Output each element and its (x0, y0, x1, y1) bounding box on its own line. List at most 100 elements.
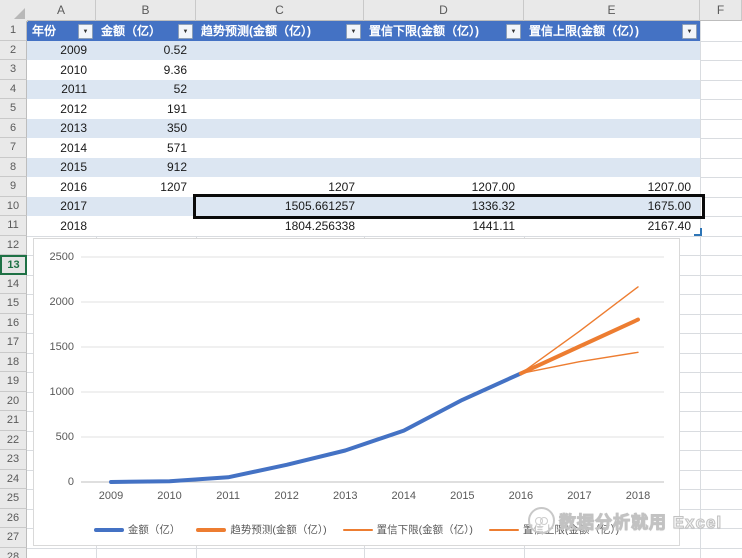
row-header-21[interactable]: 21 (0, 411, 27, 431)
row-header-20[interactable]: 20 (0, 391, 27, 411)
row-header-13[interactable]: 13 (0, 255, 27, 275)
row-header-8[interactable]: 8 (0, 157, 27, 177)
row-header-12[interactable]: 12 (0, 235, 27, 255)
row-header-10[interactable]: 10 (0, 196, 27, 216)
filter-button[interactable]: ▼ (78, 24, 93, 39)
row-header-22[interactable]: 22 (0, 430, 27, 450)
row-header-6[interactable]: 6 (0, 118, 27, 138)
cell[interactable]: 2017 (27, 196, 96, 216)
cell[interactable]: 1207 (96, 177, 196, 197)
cell[interactable]: 571 (96, 138, 196, 158)
row-header-5[interactable]: 5 (0, 99, 27, 119)
cell[interactable]: 1207 (196, 177, 364, 197)
cell[interactable]: 2013 (27, 118, 96, 138)
row-header-2[interactable]: 2 (0, 40, 27, 60)
cell[interactable] (196, 138, 364, 158)
cell[interactable]: 2010 (27, 60, 96, 80)
filter-button[interactable]: ▼ (682, 24, 697, 39)
filter-button[interactable]: ▼ (506, 24, 521, 39)
table-resize-handle[interactable] (694, 228, 702, 236)
row-header-26[interactable]: 26 (0, 508, 27, 528)
table-header-cell[interactable]: 金额（亿） ▼ (96, 21, 196, 41)
cell[interactable]: 2018 (27, 216, 96, 236)
cell[interactable] (96, 196, 196, 216)
column-header-c[interactable]: C (196, 0, 364, 21)
cell[interactable]: 2016 (27, 177, 96, 197)
cell[interactable]: 191 (96, 99, 196, 119)
cell[interactable] (196, 40, 364, 60)
row-header-16[interactable]: 16 (0, 313, 27, 333)
cell[interactable]: 0.52 (96, 40, 196, 60)
column-header-f[interactable]: F (700, 0, 742, 21)
cell[interactable]: 1441.11 (364, 216, 524, 236)
cell[interactable] (524, 40, 700, 60)
cell[interactable]: 1675.00 (524, 196, 700, 216)
table-header-cell[interactable]: 置信下限(金额（亿）) ▼ (364, 21, 524, 41)
table-header-cell[interactable]: 年份 ▼ (27, 21, 96, 41)
cell[interactable] (196, 157, 364, 177)
cell[interactable]: 52 (96, 79, 196, 99)
cell[interactable]: 9.36 (96, 60, 196, 80)
cell[interactable] (196, 99, 364, 119)
row-header-18[interactable]: 18 (0, 352, 27, 372)
cell[interactable]: 2012 (27, 99, 96, 119)
cell[interactable]: 2167.40 (524, 216, 700, 236)
row-header-1[interactable]: 1 (0, 21, 27, 41)
row-header-23[interactable]: 23 (0, 450, 27, 470)
cell[interactable]: 2015 (27, 157, 96, 177)
row-header-27[interactable]: 27 (0, 528, 27, 548)
legend-item[interactable]: 置信下限(金额（亿）) (342, 522, 473, 537)
column-header-b[interactable]: B (96, 0, 196, 21)
column-header-d[interactable]: D (364, 0, 524, 21)
row-header-25[interactable]: 25 (0, 489, 27, 509)
row-header-14[interactable]: 14 (0, 274, 27, 294)
table-header-cell[interactable]: 置信上限(金额（亿）) ▼ (524, 21, 700, 41)
cell[interactable] (364, 157, 524, 177)
cell[interactable] (524, 99, 700, 119)
cell[interactable] (364, 40, 524, 60)
series-line[interactable] (520, 351, 639, 375)
row-header-24[interactable]: 24 (0, 469, 27, 489)
cell[interactable]: 2009 (27, 40, 96, 60)
cell[interactable] (364, 79, 524, 99)
row-header-19[interactable]: 19 (0, 372, 27, 392)
row-header-3[interactable]: 3 (0, 60, 27, 80)
cell[interactable] (196, 60, 364, 80)
cell[interactable]: 912 (96, 157, 196, 177)
cell[interactable] (364, 99, 524, 119)
cell[interactable] (524, 138, 700, 158)
filter-button[interactable]: ▼ (178, 24, 193, 39)
cell[interactable]: 2011 (27, 79, 96, 99)
series-line[interactable] (518, 317, 640, 376)
row-header-4[interactable]: 4 (0, 79, 27, 99)
cell[interactable] (524, 118, 700, 138)
series-line[interactable] (520, 286, 639, 375)
row-header-11[interactable]: 11 (0, 216, 27, 236)
cell[interactable] (364, 60, 524, 80)
forecast-chart[interactable]: 金额（亿） 趋势预测(金额（亿）) 置信下限(金额（亿）) 置信上限(金额（亿）) 0… (33, 238, 680, 546)
select-all-corner[interactable] (0, 0, 28, 22)
series-line[interactable] (109, 371, 523, 484)
cell[interactable] (196, 79, 364, 99)
table-header-cell[interactable]: 趋势预测(金额（亿）) ▼ (196, 21, 364, 41)
cell[interactable]: 1207.00 (364, 177, 524, 197)
cell[interactable] (524, 79, 700, 99)
cell[interactable]: 2014 (27, 138, 96, 158)
cell[interactable]: 1505.661257 (196, 196, 364, 216)
row-header-15[interactable]: 15 (0, 294, 27, 314)
legend-item[interactable]: 金额（亿） (93, 522, 180, 537)
cell[interactable]: 350 (96, 118, 196, 138)
cell[interactable] (364, 118, 524, 138)
cell[interactable]: 1207.00 (524, 177, 700, 197)
row-header-7[interactable]: 7 (0, 138, 27, 158)
cell[interactable] (524, 60, 700, 80)
legend-item[interactable]: 趋势预测(金额（亿）) (196, 522, 327, 537)
row-header-28[interactable]: 28 (0, 547, 27, 558)
row-header-17[interactable]: 17 (0, 333, 27, 353)
cell[interactable] (96, 216, 196, 236)
cell[interactable]: 1804.256338 (196, 216, 364, 236)
column-header-e[interactable]: E (524, 0, 700, 21)
row-header-9[interactable]: 9 (0, 177, 27, 197)
filter-button[interactable]: ▼ (346, 24, 361, 39)
column-header-a[interactable]: A (27, 0, 96, 21)
